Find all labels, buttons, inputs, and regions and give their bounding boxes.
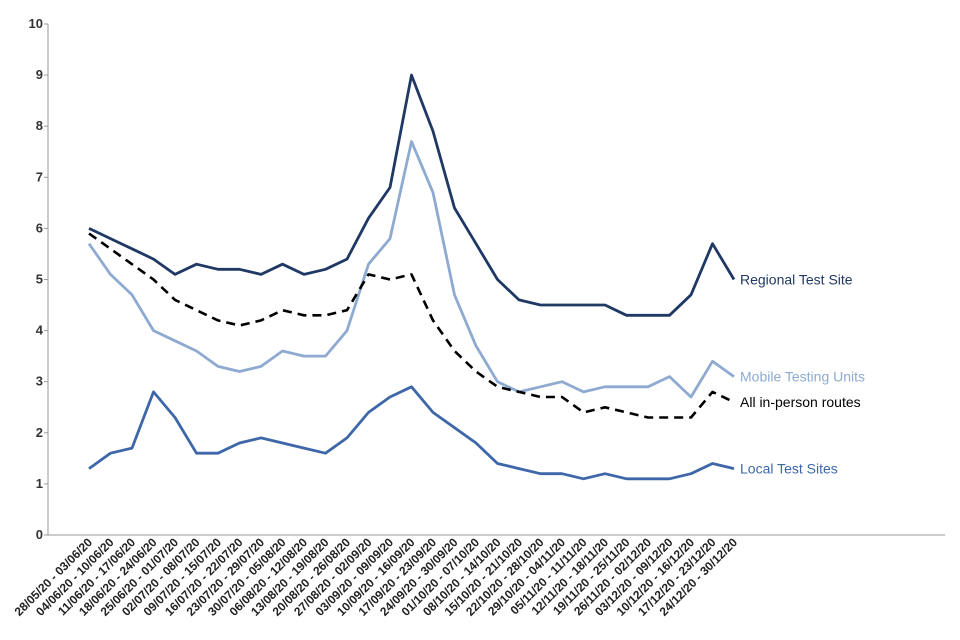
y-tick-label: 5 [36,272,43,287]
y-tick-label: 2 [36,425,43,440]
y-tick-label: 0 [36,527,43,542]
y-tick-label: 3 [36,374,43,389]
y-axis-ticks: 0 1 2 3 4 5 6 7 8 9 10 [29,16,48,542]
series-lines [87,73,736,481]
series-label: Mobile Testing Units [740,369,865,385]
y-tick-label: 1 [36,476,43,491]
series-labels: Regional Test Site Mobile Testing Units Al… [740,272,865,477]
series-label: Local Test Sites [740,461,838,477]
series-label: Regional Test Site [740,272,853,288]
y-tick-label: 6 [36,220,43,235]
series-label: All in-person routes [740,394,861,410]
series-line-regional-test-site [88,73,736,317]
y-tick-label: 7 [36,169,43,184]
y-tick-label: 8 [36,118,43,133]
y-tick-label: 4 [36,323,44,338]
y-tick-label: 10 [29,16,43,31]
series-line-all-in-person-routes [88,232,735,419]
y-tick-label: 9 [36,67,43,82]
series-line-mobile-testing-units [87,140,735,399]
series-line-local-test-sites [88,385,735,481]
